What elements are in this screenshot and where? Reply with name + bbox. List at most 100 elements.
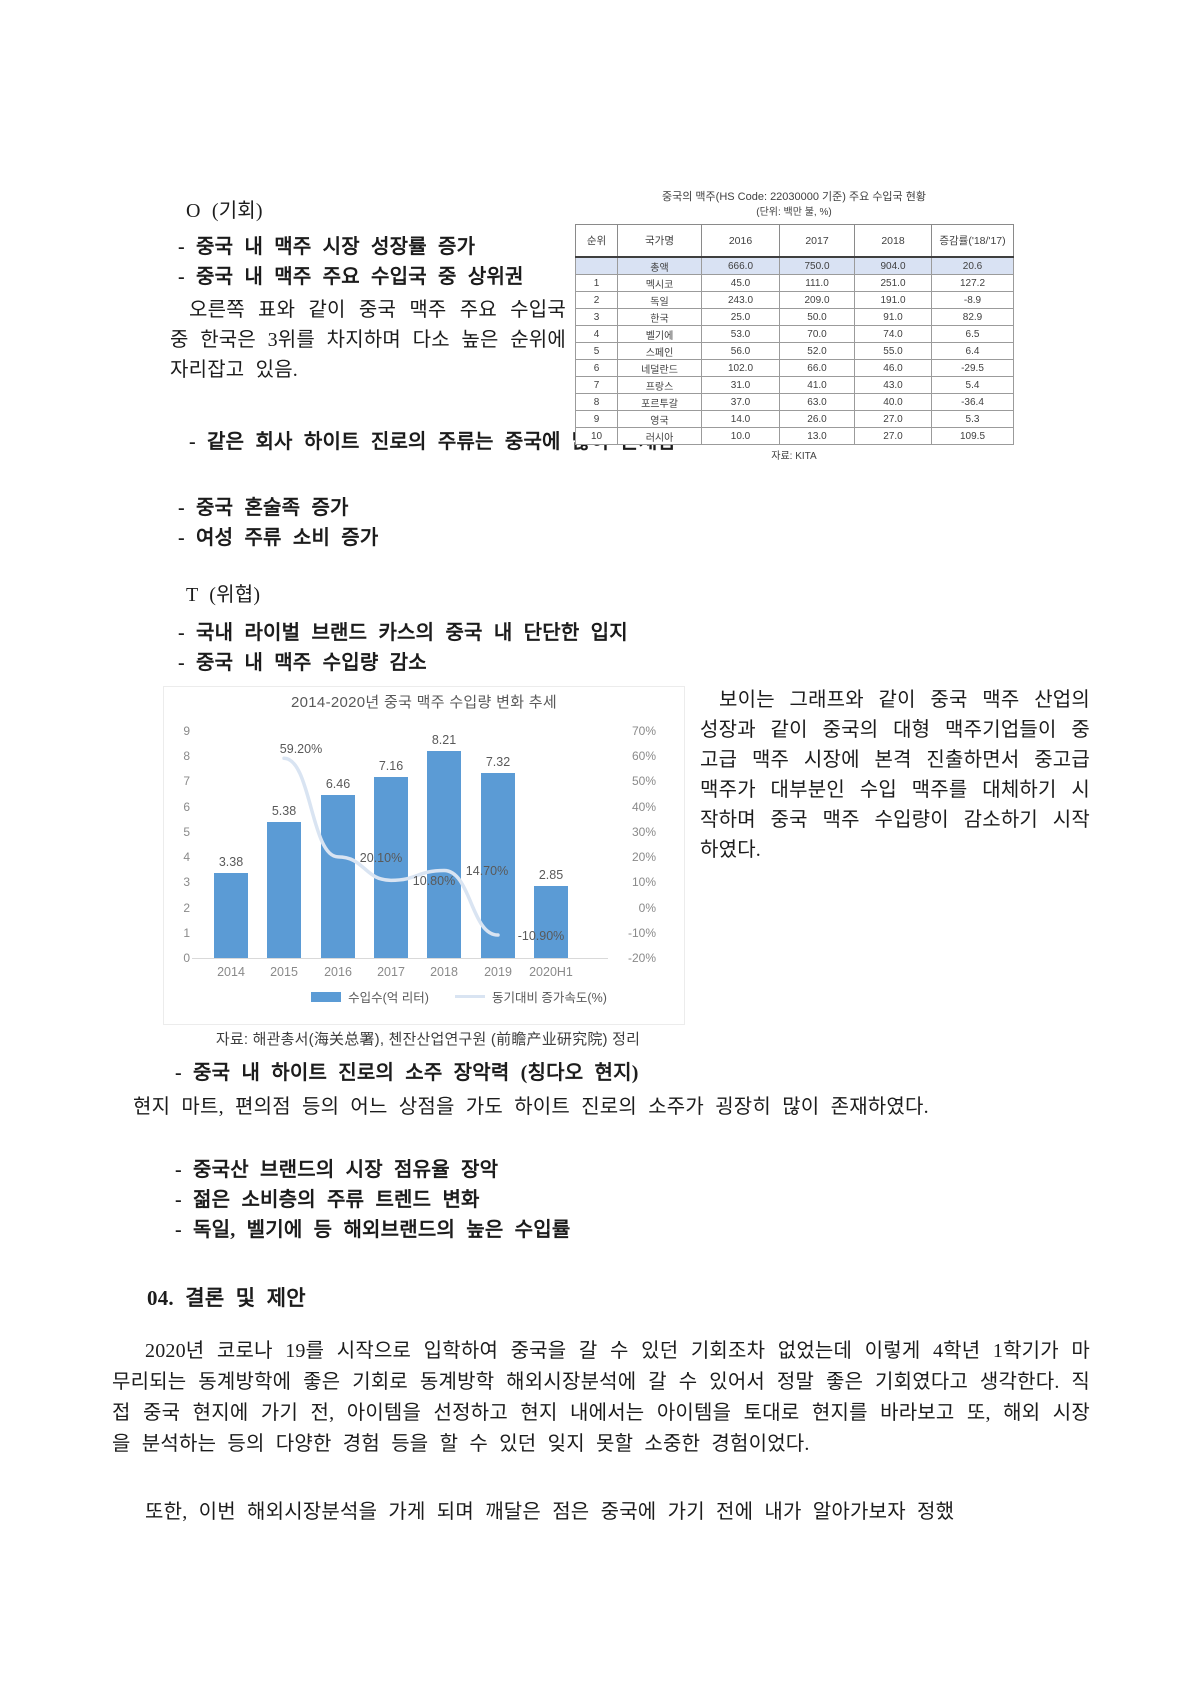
y-axis-left-tick: 3 [183, 875, 190, 890]
bar-value-label: 7.16 [378, 759, 404, 774]
import-table-cell: 43.0 [854, 376, 932, 394]
threat-heading: T (위협) [186, 584, 261, 606]
import-table-cell: 3 [575, 308, 618, 326]
import-table-cell: 6 [575, 359, 618, 377]
import-table-cell: 러시아 [617, 427, 702, 445]
import-table-cell: 70.0 [779, 325, 855, 343]
y-axis-right-tick: 60% [631, 749, 656, 764]
import-table-cell: 독일 [617, 291, 702, 309]
line-value-label: 10.80% [412, 874, 456, 889]
legend-item-line: 동기대비 증가속도(%) [454, 987, 607, 1006]
y-axis-right-tick: -10% [627, 925, 656, 940]
import-table-cell: 56.0 [701, 342, 780, 360]
import-table-row: 5 스페인 56.0 52.0 55.0 6.4 [575, 342, 1014, 360]
import-table-cell: 4 [575, 325, 618, 343]
import-table-cell: 66.0 [779, 359, 855, 377]
legend-label: 동기대비 증가속도(%) [491, 991, 607, 1005]
import-table-cell: 20.6 [931, 256, 1014, 275]
import-table-cell: 13.0 [779, 427, 855, 445]
import-table-cell: 251.0 [854, 274, 932, 292]
import-table-cell: 41.0 [779, 376, 855, 394]
import-table-row: 2 독일 243.0 209.0 191.0 -8.9 [575, 291, 1014, 309]
import-table-cell: 2 [575, 291, 618, 309]
bar-legend-swatch [311, 991, 342, 1002]
opportunity-bullet-1: - 중국 내 맥주 시장 성장률 증가 [178, 236, 476, 258]
volume-bar [534, 886, 568, 958]
import-table-cell: 109.5 [931, 427, 1014, 445]
x-axis-label: 2016 [324, 965, 352, 979]
import-table-cell: 50.0 [779, 308, 855, 326]
import-table-cell: 포르투갈 [617, 393, 702, 411]
import-table-header-row: 순위 국가명 2016 2017 2018 증감률('18/'17) [575, 224, 1014, 258]
import-table-total-row: 총액 666.0 750.0 904.0 20.6 [575, 256, 1014, 275]
conclusion-paragraph-2: 또한, 이번 해외시장분석을 가게 되며 깨달은 점은 중국에 가기 전에 내가… [145, 1501, 955, 1523]
opportunity-bullet-3: - 같은 회사 하이트 진로의 주류는 중국에 많이 존재함 [189, 431, 677, 453]
line-legend-swatch [454, 995, 485, 998]
import-table-cell: 74.0 [854, 325, 932, 343]
y-axis-right-tick: -20% [627, 951, 656, 965]
bar-value-label: 6.46 [325, 777, 351, 792]
import-table-cell: 벨기에 [617, 325, 702, 343]
x-axis-label: 2018 [430, 965, 458, 979]
import-table-cell: 5 [575, 342, 618, 360]
chart-source: 자료: 해관총서(海关总署), 첸잔산업연구원 (前瞻产业研究院) 정리 [215, 1031, 641, 1048]
opportunity-heading: O (기회) [186, 200, 263, 222]
y-axis-left-tick: 0 [183, 951, 190, 965]
import-table-row: 8 포르투갈 37.0 63.0 40.0 -36.4 [575, 393, 1014, 411]
y-axis-right-tick: 20% [631, 850, 656, 865]
import-table-row: 3 한국 25.0 50.0 91.0 82.9 [575, 308, 1014, 326]
bar-value-label: 2.85 [538, 868, 564, 883]
import-table-cell: 666.0 [701, 256, 780, 275]
import-table-row: 1 멕시코 45.0 111.0 251.0 127.2 [575, 274, 1014, 292]
y-axis-right-tick: 30% [631, 824, 656, 839]
import-table-cell: 209.0 [779, 291, 855, 309]
x-axis-label: 2020H1 [529, 965, 573, 979]
import-table-cell: 102.0 [701, 359, 780, 377]
import-table-cell: 111.0 [779, 274, 855, 292]
import-table-source: 자료: KITA [771, 451, 817, 462]
import-table: 순위 국가명 2016 2017 2018 증감률('18/'17) 총액 666.0 750.… [575, 224, 1014, 445]
import-table-cell: 63.0 [779, 393, 855, 411]
import-table-cell: -8.9 [931, 291, 1014, 309]
import-table-cell: 127.2 [931, 274, 1014, 292]
import-table-cell [575, 256, 618, 275]
import-table-title: 중국의 맥주(HS Code: 22030000 기준) 주요 수입국 현황 [662, 191, 926, 203]
line-value-label: -10.90% [517, 929, 565, 944]
bar-value-label: 3.38 [218, 854, 244, 869]
import-table-header-cell: 2016 [701, 224, 780, 258]
threat-bullet-1: - 국내 라이벌 브랜드 카스의 중국 내 단단한 입지 [178, 622, 628, 644]
line-value-label: 59.20% [279, 742, 323, 757]
import-table-header-cell: 국가명 [617, 224, 702, 258]
y-axis-left-tick: 2 [183, 900, 190, 915]
import-table-row: 7 프랑스 31.0 41.0 43.0 5.4 [575, 376, 1014, 394]
bar-value-label: 8.21 [431, 732, 457, 747]
import-table-header-cell: 2018 [854, 224, 932, 258]
y-axis-left-tick: 9 [183, 724, 190, 738]
x-axis-label: 2014 [217, 965, 245, 979]
line-value-label: 20.10% [359, 850, 403, 865]
import-table-cell: 6.4 [931, 342, 1014, 360]
import-table-cell: 10 [575, 427, 618, 445]
import-table-cell: 91.0 [854, 308, 932, 326]
y-axis-right-tick: 0% [638, 900, 656, 915]
import-table-cell: -29.5 [931, 359, 1014, 377]
chart-legend: 수입수(억 리터) 동기대비 증가속도(%) [164, 987, 684, 1006]
import-table-cell: 25.0 [701, 308, 780, 326]
import-table-cell: 네덜란드 [617, 359, 702, 377]
import-table-cell: 영국 [617, 410, 702, 428]
import-volume-chart: 2014-2020년 중국 맥주 수입량 변화 추세 9 8 7 6 5 4 3 2 1 0 70%… [163, 686, 685, 1025]
import-table-cell: 46.0 [854, 359, 932, 377]
import-table-unit: (단위: 백만 불, %) [756, 207, 832, 218]
legend-label: 수입수(억 리터) [348, 991, 429, 1005]
import-table-cell: 82.9 [931, 308, 1014, 326]
legend-item-bar: 수입수(억 리터) [311, 987, 429, 1006]
import-table-cell: 10.0 [701, 427, 780, 445]
import-table-cell: 14.0 [701, 410, 780, 428]
import-table-cell: 한국 [617, 308, 702, 326]
threat-bullet-2: - 중국 내 맥주 수입량 감소 [178, 652, 427, 674]
x-axis-label: 2019 [484, 965, 512, 979]
threat-bullet-3: - 중국 내 하이트 진로의 소주 장악력 (칭다오 현지) [175, 1062, 639, 1084]
import-table-cell: 총액 [617, 256, 702, 275]
import-table-row: 9 영국 14.0 26.0 27.0 5.3 [575, 410, 1014, 428]
